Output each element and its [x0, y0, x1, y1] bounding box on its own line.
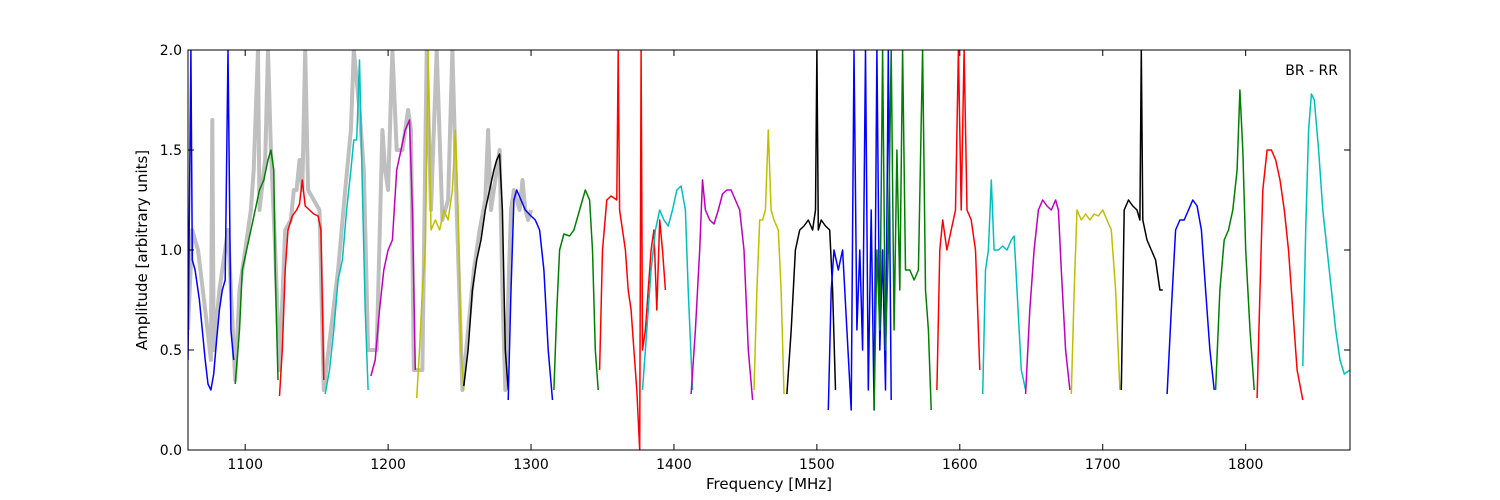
plot-area [188, 50, 1350, 450]
series-line-14 [786, 50, 837, 395]
series-line-1 [188, 50, 235, 391]
series-line-2 [234, 149, 279, 385]
series-line-9 [553, 189, 599, 391]
series-line-25 [1302, 93, 1350, 375]
x-tick-label: 1300 [513, 457, 549, 473]
y-tick-label: 2.0 [160, 43, 182, 59]
series-line-7 [463, 153, 509, 391]
series-line-8 [507, 189, 554, 401]
x-tick-label: 1100 [227, 457, 263, 473]
series-line-21 [1120, 50, 1163, 391]
background-series-line [188, 50, 533, 392]
series-line-4 [324, 59, 369, 395]
series-line-23 [1214, 89, 1255, 391]
y-axis: 0.0 0.5 1.0 1.5 2.0 [160, 43, 1350, 459]
series-line-12 [690, 179, 754, 401]
series-line-18 [981, 179, 1027, 395]
y-tick-label: 1.0 [160, 243, 182, 259]
x-axis-label: Frequency [MHz] [706, 475, 832, 493]
x-tick-label: 1600 [942, 457, 978, 473]
series-line-17 [936, 50, 981, 391]
y-tick-label: 1.5 [160, 143, 182, 159]
series-line-3 [278, 179, 325, 397]
series-line-13 [753, 129, 785, 395]
series-line-5 [370, 119, 417, 377]
x-tick-label: 1400 [656, 457, 692, 473]
x-tick-label: 1800 [1228, 457, 1264, 473]
series-line-15 [827, 50, 892, 411]
series-line-10 [598, 50, 667, 450]
y-tick-label: 0.5 [160, 343, 182, 359]
x-tick-label: 1700 [1085, 457, 1121, 473]
series-line-19 [1024, 199, 1071, 395]
series-line-22 [1166, 199, 1215, 395]
plot-annotation: BR - RR [1285, 63, 1338, 79]
series-line-24 [1256, 149, 1304, 401]
x-axis: 1100 1200 1300 1400 1500 1600 1700 1800 [227, 50, 1263, 473]
series-line-11 [641, 185, 694, 391]
series-line-16 [873, 50, 932, 411]
y-tick-label: 0.0 [160, 443, 182, 459]
x-tick-label: 1500 [799, 457, 835, 473]
series-line-20 [1070, 209, 1121, 395]
series-line-6 [415, 50, 465, 399]
plot-frame [187, 49, 1351, 451]
y-axis-label: Amplitude [arbitrary units] [133, 150, 151, 350]
x-tick-label: 1200 [370, 457, 406, 473]
